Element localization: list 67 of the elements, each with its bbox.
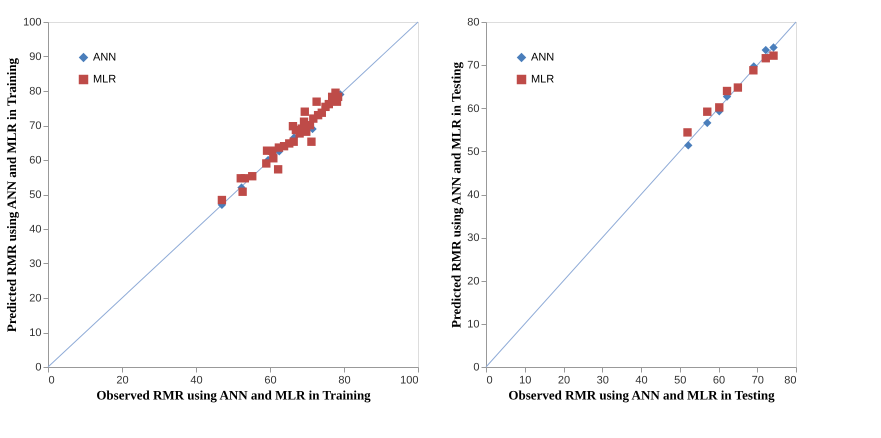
point — [722, 86, 732, 96]
point — [715, 103, 724, 112]
legend-label: ANN — [531, 52, 554, 64]
x-tick-label: 70 — [752, 374, 764, 386]
y-tick-label: 40 — [467, 189, 480, 201]
point — [324, 100, 334, 108]
point — [762, 46, 770, 54]
legend-label: MLR — [93, 74, 116, 86]
legend-label: MLR — [531, 74, 554, 86]
point — [683, 128, 692, 137]
x-tick-label: 10 — [519, 374, 532, 386]
point — [703, 118, 712, 128]
x-tick-label: 80 — [784, 374, 796, 386]
x-tick-label: 80 — [338, 374, 351, 386]
y-tick-label: 40 — [29, 224, 42, 236]
point — [762, 54, 770, 62]
y-tick-label: 100 — [23, 16, 42, 28]
y-tick-label: 70 — [29, 120, 42, 132]
y-tick-label: 50 — [29, 189, 42, 201]
x-tick-label: 40 — [635, 374, 648, 386]
y-tick-label: 20 — [29, 292, 42, 304]
point — [248, 172, 256, 180]
x-tick-label: 0 — [48, 374, 55, 386]
x-axis-title: Observed RMR using ANN and MLR in Training — [96, 388, 372, 402]
y-tick-label: 0 — [35, 362, 42, 374]
legend-label: ANN — [93, 52, 116, 64]
point — [238, 188, 247, 196]
y-axis-title: Predicted RMR using ANN and MLR in Testing — [448, 62, 464, 328]
x-tick-label: 100 — [400, 374, 418, 386]
x-axis-title: Observed RMR using ANN and MLR in Testing — [508, 388, 776, 402]
y-tick-label: 10 — [29, 327, 42, 339]
point — [749, 66, 758, 74]
x-tick-label: 60 — [264, 374, 277, 386]
y-tick-label: 10 — [467, 318, 480, 330]
y-tick-label: 80 — [467, 16, 480, 28]
point — [262, 159, 270, 168]
point — [300, 108, 309, 116]
x-tick-label: 40 — [190, 374, 203, 386]
point — [307, 138, 316, 146]
y-tick-label: 30 — [29, 258, 42, 270]
point — [274, 165, 282, 174]
y-tick-label: 20 — [467, 275, 480, 288]
x-tick-label: 0 — [486, 374, 493, 386]
point — [769, 43, 778, 52]
point — [769, 51, 778, 60]
y-tick-label: 0 — [473, 362, 480, 374]
point — [312, 98, 321, 106]
point — [684, 141, 692, 150]
point — [289, 138, 298, 146]
point — [240, 174, 250, 182]
y-tick-label: 80 — [29, 86, 42, 98]
x-tick-label: 30 — [596, 374, 609, 386]
x-tick-label: 20 — [558, 374, 570, 386]
y-tick-label: 60 — [29, 154, 42, 166]
y-axis-title: Predicted RMR using ANN and MLR in Training — [4, 57, 20, 332]
y-tick-label: 60 — [467, 102, 480, 115]
y-tick-label: 90 — [29, 51, 42, 63]
point — [734, 83, 742, 92]
y-tick-label: 30 — [467, 232, 480, 244]
x-tick-label: 60 — [712, 374, 726, 386]
y-tick-label: 70 — [467, 60, 480, 72]
x-tick-label: 20 — [116, 374, 129, 386]
y-tick-label: 50 — [467, 146, 480, 158]
x-tick-label: 50 — [674, 374, 686, 386]
point — [269, 154, 278, 162]
point — [218, 196, 226, 204]
point — [703, 108, 712, 116]
